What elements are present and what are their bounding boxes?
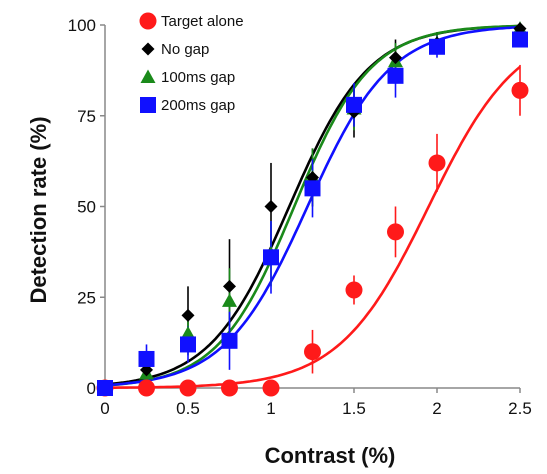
data-point [221, 332, 238, 349]
data-point [262, 379, 280, 397]
legend-label: 200ms gap [161, 97, 235, 114]
legend-marker [139, 12, 157, 30]
data-point [264, 200, 278, 213]
data-point [429, 38, 445, 55]
legend-label: No gap [161, 41, 209, 58]
data-point [511, 81, 529, 99]
legend-marker [140, 69, 156, 83]
y-tick-label: 100 [68, 16, 96, 35]
data-point [180, 336, 196, 353]
x-tick-label: 0.5 [176, 399, 200, 418]
y-axis-title: Detection rate (%) [26, 116, 51, 303]
data-point [222, 293, 237, 307]
data-point [428, 154, 446, 172]
data-point [345, 281, 363, 299]
data-point [387, 223, 404, 241]
data-point [221, 379, 238, 397]
data-point [513, 22, 527, 36]
legend: Target alone No gap 100ms gap 200ms gap [139, 12, 244, 114]
data-point [181, 308, 195, 322]
data-point [389, 51, 402, 65]
data-point [346, 96, 362, 113]
data-point [387, 67, 404, 84]
data-point [97, 380, 113, 396]
data-point [263, 249, 279, 266]
y-tick-label: 50 [77, 198, 96, 217]
y-tick-label: 25 [77, 288, 96, 307]
legend-marker [141, 42, 155, 56]
x-tick-label: 2.5 [508, 399, 532, 418]
x-tick-label: 2 [432, 399, 441, 418]
x-tick-label: 0 [100, 399, 109, 418]
data-point [512, 31, 528, 48]
x-tick-label: 1.5 [342, 399, 366, 418]
data-point [138, 379, 155, 397]
y-tick-label: 75 [77, 107, 96, 126]
data-point [138, 350, 155, 367]
legend-label: 100ms gap [161, 69, 235, 86]
data-points [96, 21, 529, 397]
x-axis-title: Contrast (%) [265, 443, 396, 468]
legend-marker [140, 97, 156, 113]
data-point [304, 180, 321, 197]
x-tick-label: 1 [266, 399, 275, 418]
data-point [223, 279, 236, 293]
axes: 0 25 50 75 100 0 0.5 1 1.5 2 2.5 [68, 16, 532, 418]
data-point [179, 379, 197, 397]
data-point [304, 343, 321, 361]
y-tick-label: 0 [87, 379, 96, 398]
data-point [180, 326, 196, 340]
legend-label: Target alone [161, 13, 244, 30]
